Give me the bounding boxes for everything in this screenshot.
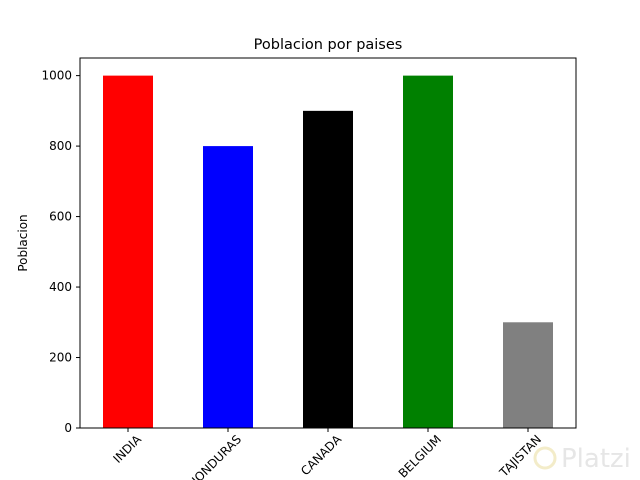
platzi-watermark: Platzi xyxy=(533,444,631,474)
x-tick-label: CANADA xyxy=(298,432,345,479)
bar-honduras xyxy=(203,146,253,428)
x-tick-label: TAJISTAN xyxy=(496,432,544,480)
bars-group xyxy=(103,75,553,428)
y-tick-label: 600 xyxy=(49,210,72,224)
x-tick-label: INDIA xyxy=(111,432,145,466)
plot-frame xyxy=(79,57,577,429)
bar-canada xyxy=(303,110,353,428)
y-tick-label: 200 xyxy=(49,351,72,365)
x-tick-label: HONDURAS xyxy=(185,432,244,480)
y-tick-label: 400 xyxy=(49,280,72,294)
x-axis-ticks: INDIA HONDURAS CANADA BELGIUM TAJISTAN xyxy=(111,428,544,480)
bar-belgium xyxy=(403,75,453,428)
y-tick-label: 800 xyxy=(49,139,72,153)
y-tick-label: 1000 xyxy=(41,69,72,83)
x-tick-label: BELGIUM xyxy=(396,432,444,480)
platzi-logo-icon xyxy=(533,446,557,470)
bar-india xyxy=(103,75,153,428)
y-axis-label: Poblacion xyxy=(16,214,30,271)
chart-title: Poblacion por paises xyxy=(254,37,403,53)
y-axis-ticks: 0 200 400 600 800 1000 xyxy=(41,69,80,435)
bar-tajistan xyxy=(503,322,553,428)
y-tick-label: 0 xyxy=(64,421,72,435)
watermark-text: Platzi xyxy=(561,444,631,474)
